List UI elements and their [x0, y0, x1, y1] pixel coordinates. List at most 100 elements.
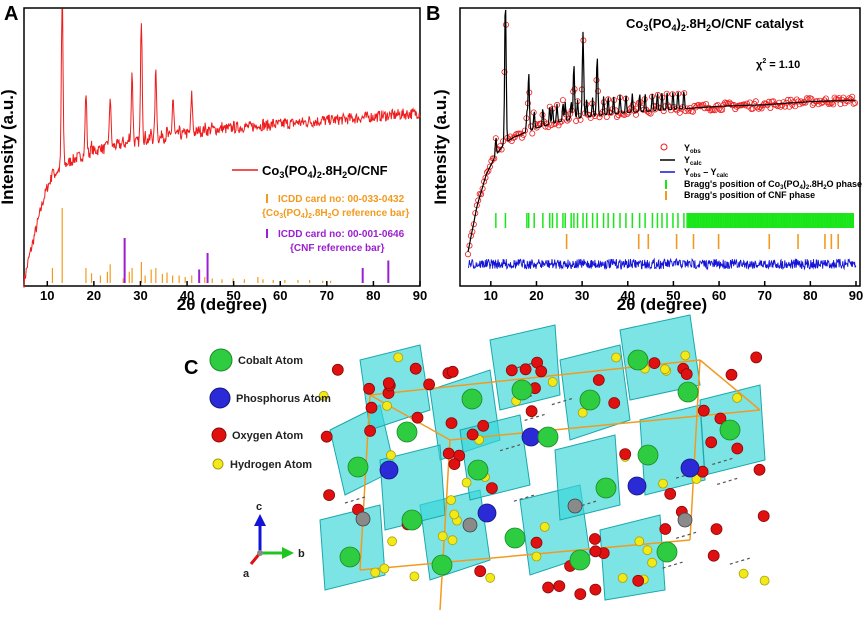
hydrogen-atom: [437, 531, 448, 542]
oxygen-atom: [589, 545, 602, 558]
panel-b-obs-point: [608, 109, 615, 116]
phosphorus-atom: [680, 458, 700, 478]
panel-b-bragg-markers: [495, 213, 855, 249]
panel-b-x-tick-label: 30: [575, 288, 589, 303]
cobalt-atom: [595, 477, 617, 499]
oxygen-atom: [589, 583, 602, 596]
oxygen-atom: [320, 430, 333, 443]
oxygen-atom: [731, 442, 744, 455]
c-axis-label: c: [256, 501, 262, 513]
panel-b-obs-point: [809, 102, 816, 109]
cobalt-atom: [719, 419, 741, 441]
unit-cell-edge: [359, 394, 371, 571]
panel-b-obs-point: [730, 101, 737, 108]
oxygen-atom: [331, 363, 344, 376]
panel-b-difference-line: [467, 257, 857, 271]
oxygen-atom: [442, 447, 455, 460]
oxygen-atom: [542, 581, 554, 594]
panel-a-x-tick-label: 50: [226, 288, 240, 303]
panel-b-title: Co3(PO4)2.8H2O/CNF catalyst: [626, 16, 804, 33]
cobalt-atom: [677, 381, 699, 403]
hydrogen-atom: [393, 352, 404, 363]
oxygen-atom: [705, 436, 718, 449]
atom-legend: Cobalt Atom Phosphorus Atom Oxygen Atom …: [209, 348, 331, 471]
phosphorus-atom: [379, 460, 399, 480]
cobalt-atom: [431, 554, 453, 576]
cobalt-atom: [579, 389, 601, 411]
unit-cell-edge: [369, 394, 451, 441]
cobalt-atom: [467, 459, 489, 481]
hydrogen-atom: [680, 350, 691, 361]
oxygen-atom: [363, 382, 376, 395]
crystal-lattice-image: [318, 314, 770, 611]
oxygen-atom: [592, 374, 605, 386]
hydrogen-atom: [539, 522, 550, 532]
panel-b-obs-point: [542, 123, 549, 130]
panel-b-calc-line: [467, 9, 856, 253]
panel-b-x-axis-label: 2θ (degree): [617, 295, 707, 314]
oxygen-atom: [659, 523, 672, 535]
panel-b-obs-point: [668, 107, 675, 114]
panel-b-x-ticks: 10 20 30 40 50 60 70 80 90: [484, 281, 863, 303]
hydrogen-bond: [344, 496, 366, 504]
oxygen-atom: [574, 588, 587, 600]
unit-cell-edge: [689, 359, 701, 541]
panel-a-legend-ref1-line2: {Co3(PO4)2.8H2O reference bar}: [262, 208, 409, 220]
panel-a-x-ticks: 10 20 30 40 50 60 70 80 90: [40, 281, 427, 303]
oxygen-atom: [364, 424, 377, 437]
oxygen-atom: [474, 565, 487, 578]
panel-b-obs-point: [483, 169, 490, 176]
oxygen-atom: [750, 351, 763, 364]
panel-b-obs-point: [714, 102, 721, 109]
panel-b-obs-point: [799, 100, 806, 107]
panel-a-legend-ref2-line2: {CNF reference bar}: [290, 243, 385, 254]
panel-b-obs-point: [755, 105, 762, 112]
cobalt-atom-icon: [209, 348, 233, 372]
panel-b-legend-obs: Yobs: [684, 143, 701, 155]
panel-b-x-tick-label: 50: [666, 288, 680, 303]
panel-c-letter: C: [184, 357, 198, 379]
panel-b-letter: B: [426, 3, 440, 25]
b-axis-label: b: [298, 548, 305, 560]
panel-b-obs-point: [831, 94, 838, 101]
panel-b-x-tick-label: 20: [529, 288, 543, 303]
panel-b-obs-point: [486, 163, 493, 170]
oxygen-atom-icon: [211, 427, 227, 443]
panel-a-x-tick-label: 90: [413, 288, 427, 303]
panel-a-x-tick-label: 60: [273, 288, 287, 303]
panel-a-x-tick-label: 80: [366, 288, 380, 303]
hydrogen-bond: [662, 561, 683, 569]
cobalt-atom: [401, 509, 423, 531]
oxygen-atom: [323, 489, 336, 502]
oxygen-atom: [466, 428, 479, 441]
oxygen-atom: [697, 404, 710, 417]
cobalt-atom: [569, 549, 591, 571]
oxygen-atom: [725, 368, 738, 381]
panel-b-x-tick-label: 40: [621, 288, 635, 303]
panel-b-obs-point: [744, 100, 751, 107]
hydrogen-atom: [732, 392, 742, 403]
cobalt-atom: [537, 426, 559, 448]
panel-b-obs-point: [727, 101, 734, 108]
hydrogen-atom: [577, 407, 588, 418]
panel-b-obs-point: [767, 105, 774, 112]
oxygen-atom: [710, 523, 723, 535]
panel-b-legend-obs-marker: [660, 143, 668, 151]
panel-b-legend-calc: Ycalc: [684, 155, 702, 167]
panel-a-x-tick-label: 40: [180, 288, 194, 303]
oxygen-atom: [608, 397, 621, 409]
oxygen-atom: [505, 364, 518, 377]
coordination-polyhedron: [599, 514, 666, 601]
hydrogen-atom: [409, 571, 420, 582]
hydrogen-atom-icon: [212, 458, 224, 470]
panel-b-frame: [459, 7, 861, 287]
axes-origin: [257, 550, 263, 556]
hydrogen-atom: [759, 575, 770, 586]
panel-a-chart: 10 20 30 40 50 60 70 80 90 2θ (degree) Intensity…: [0, 7, 427, 314]
panel-a-x-axis-label: 2θ (degree): [177, 295, 267, 314]
panel-b-obs-point: [820, 99, 827, 106]
oxygen-atom: [445, 417, 458, 430]
hydrogen-atom: [634, 536, 645, 547]
oxygen-atom: [753, 463, 766, 476]
